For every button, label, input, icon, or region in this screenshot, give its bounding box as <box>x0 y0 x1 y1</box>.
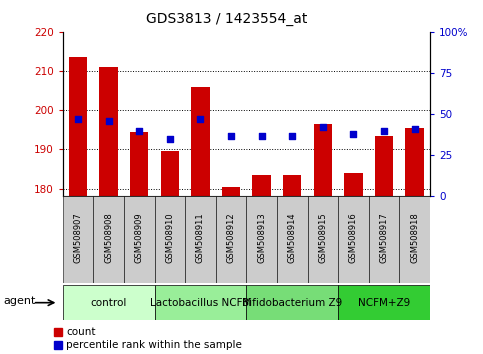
Text: GSM508911: GSM508911 <box>196 213 205 263</box>
Text: GSM508907: GSM508907 <box>73 213 83 263</box>
Text: GSM508917: GSM508917 <box>380 213 388 263</box>
Bar <box>155 285 246 320</box>
Bar <box>375 136 393 196</box>
Bar <box>63 196 93 283</box>
Text: GSM508912: GSM508912 <box>227 213 236 263</box>
Text: Bifidobacterium Z9: Bifidobacterium Z9 <box>242 298 342 308</box>
Point <box>135 128 143 133</box>
Point <box>258 133 266 138</box>
Bar <box>338 285 430 320</box>
Text: Lactobacillus NCFM: Lactobacillus NCFM <box>150 298 251 308</box>
Bar <box>313 124 332 196</box>
Point <box>380 128 388 133</box>
Text: control: control <box>90 298 127 308</box>
Text: GSM508913: GSM508913 <box>257 213 266 263</box>
Bar <box>130 132 148 196</box>
Text: NCFM+Z9: NCFM+Z9 <box>358 298 410 308</box>
Bar <box>222 187 240 196</box>
Bar <box>191 87 210 196</box>
Bar <box>216 196 246 283</box>
Bar <box>405 128 424 196</box>
Bar <box>308 196 338 283</box>
Bar <box>283 175 301 196</box>
Point <box>74 116 82 122</box>
Bar <box>246 196 277 283</box>
Point <box>350 131 357 137</box>
Point <box>319 125 327 130</box>
Point <box>197 116 204 122</box>
Point <box>166 136 174 142</box>
Bar <box>185 196 216 283</box>
Bar <box>253 175 271 196</box>
Text: GSM508909: GSM508909 <box>135 213 144 263</box>
Text: GDS3813 / 1423554_at: GDS3813 / 1423554_at <box>146 12 308 27</box>
Text: GSM508918: GSM508918 <box>410 213 419 263</box>
Bar <box>124 196 155 283</box>
Legend: count, percentile rank within the sample: count, percentile rank within the sample <box>54 327 242 350</box>
Point <box>288 133 296 138</box>
Text: GSM508914: GSM508914 <box>288 213 297 263</box>
Bar <box>369 196 399 283</box>
Text: GSM508908: GSM508908 <box>104 213 113 263</box>
Text: GSM508910: GSM508910 <box>165 213 174 263</box>
Bar <box>99 67 118 196</box>
Bar <box>93 196 124 283</box>
Point <box>105 118 113 124</box>
Bar <box>63 285 155 320</box>
Bar <box>246 285 338 320</box>
Bar <box>344 173 363 196</box>
Bar <box>277 196 308 283</box>
Text: GSM508916: GSM508916 <box>349 213 358 263</box>
Text: GSM508915: GSM508915 <box>318 213 327 263</box>
Point <box>227 133 235 138</box>
Bar <box>399 196 430 283</box>
Text: agent: agent <box>3 296 36 306</box>
Bar <box>155 196 185 283</box>
Bar <box>161 152 179 196</box>
Bar <box>338 196 369 283</box>
Point <box>411 126 418 132</box>
Bar <box>69 57 87 196</box>
